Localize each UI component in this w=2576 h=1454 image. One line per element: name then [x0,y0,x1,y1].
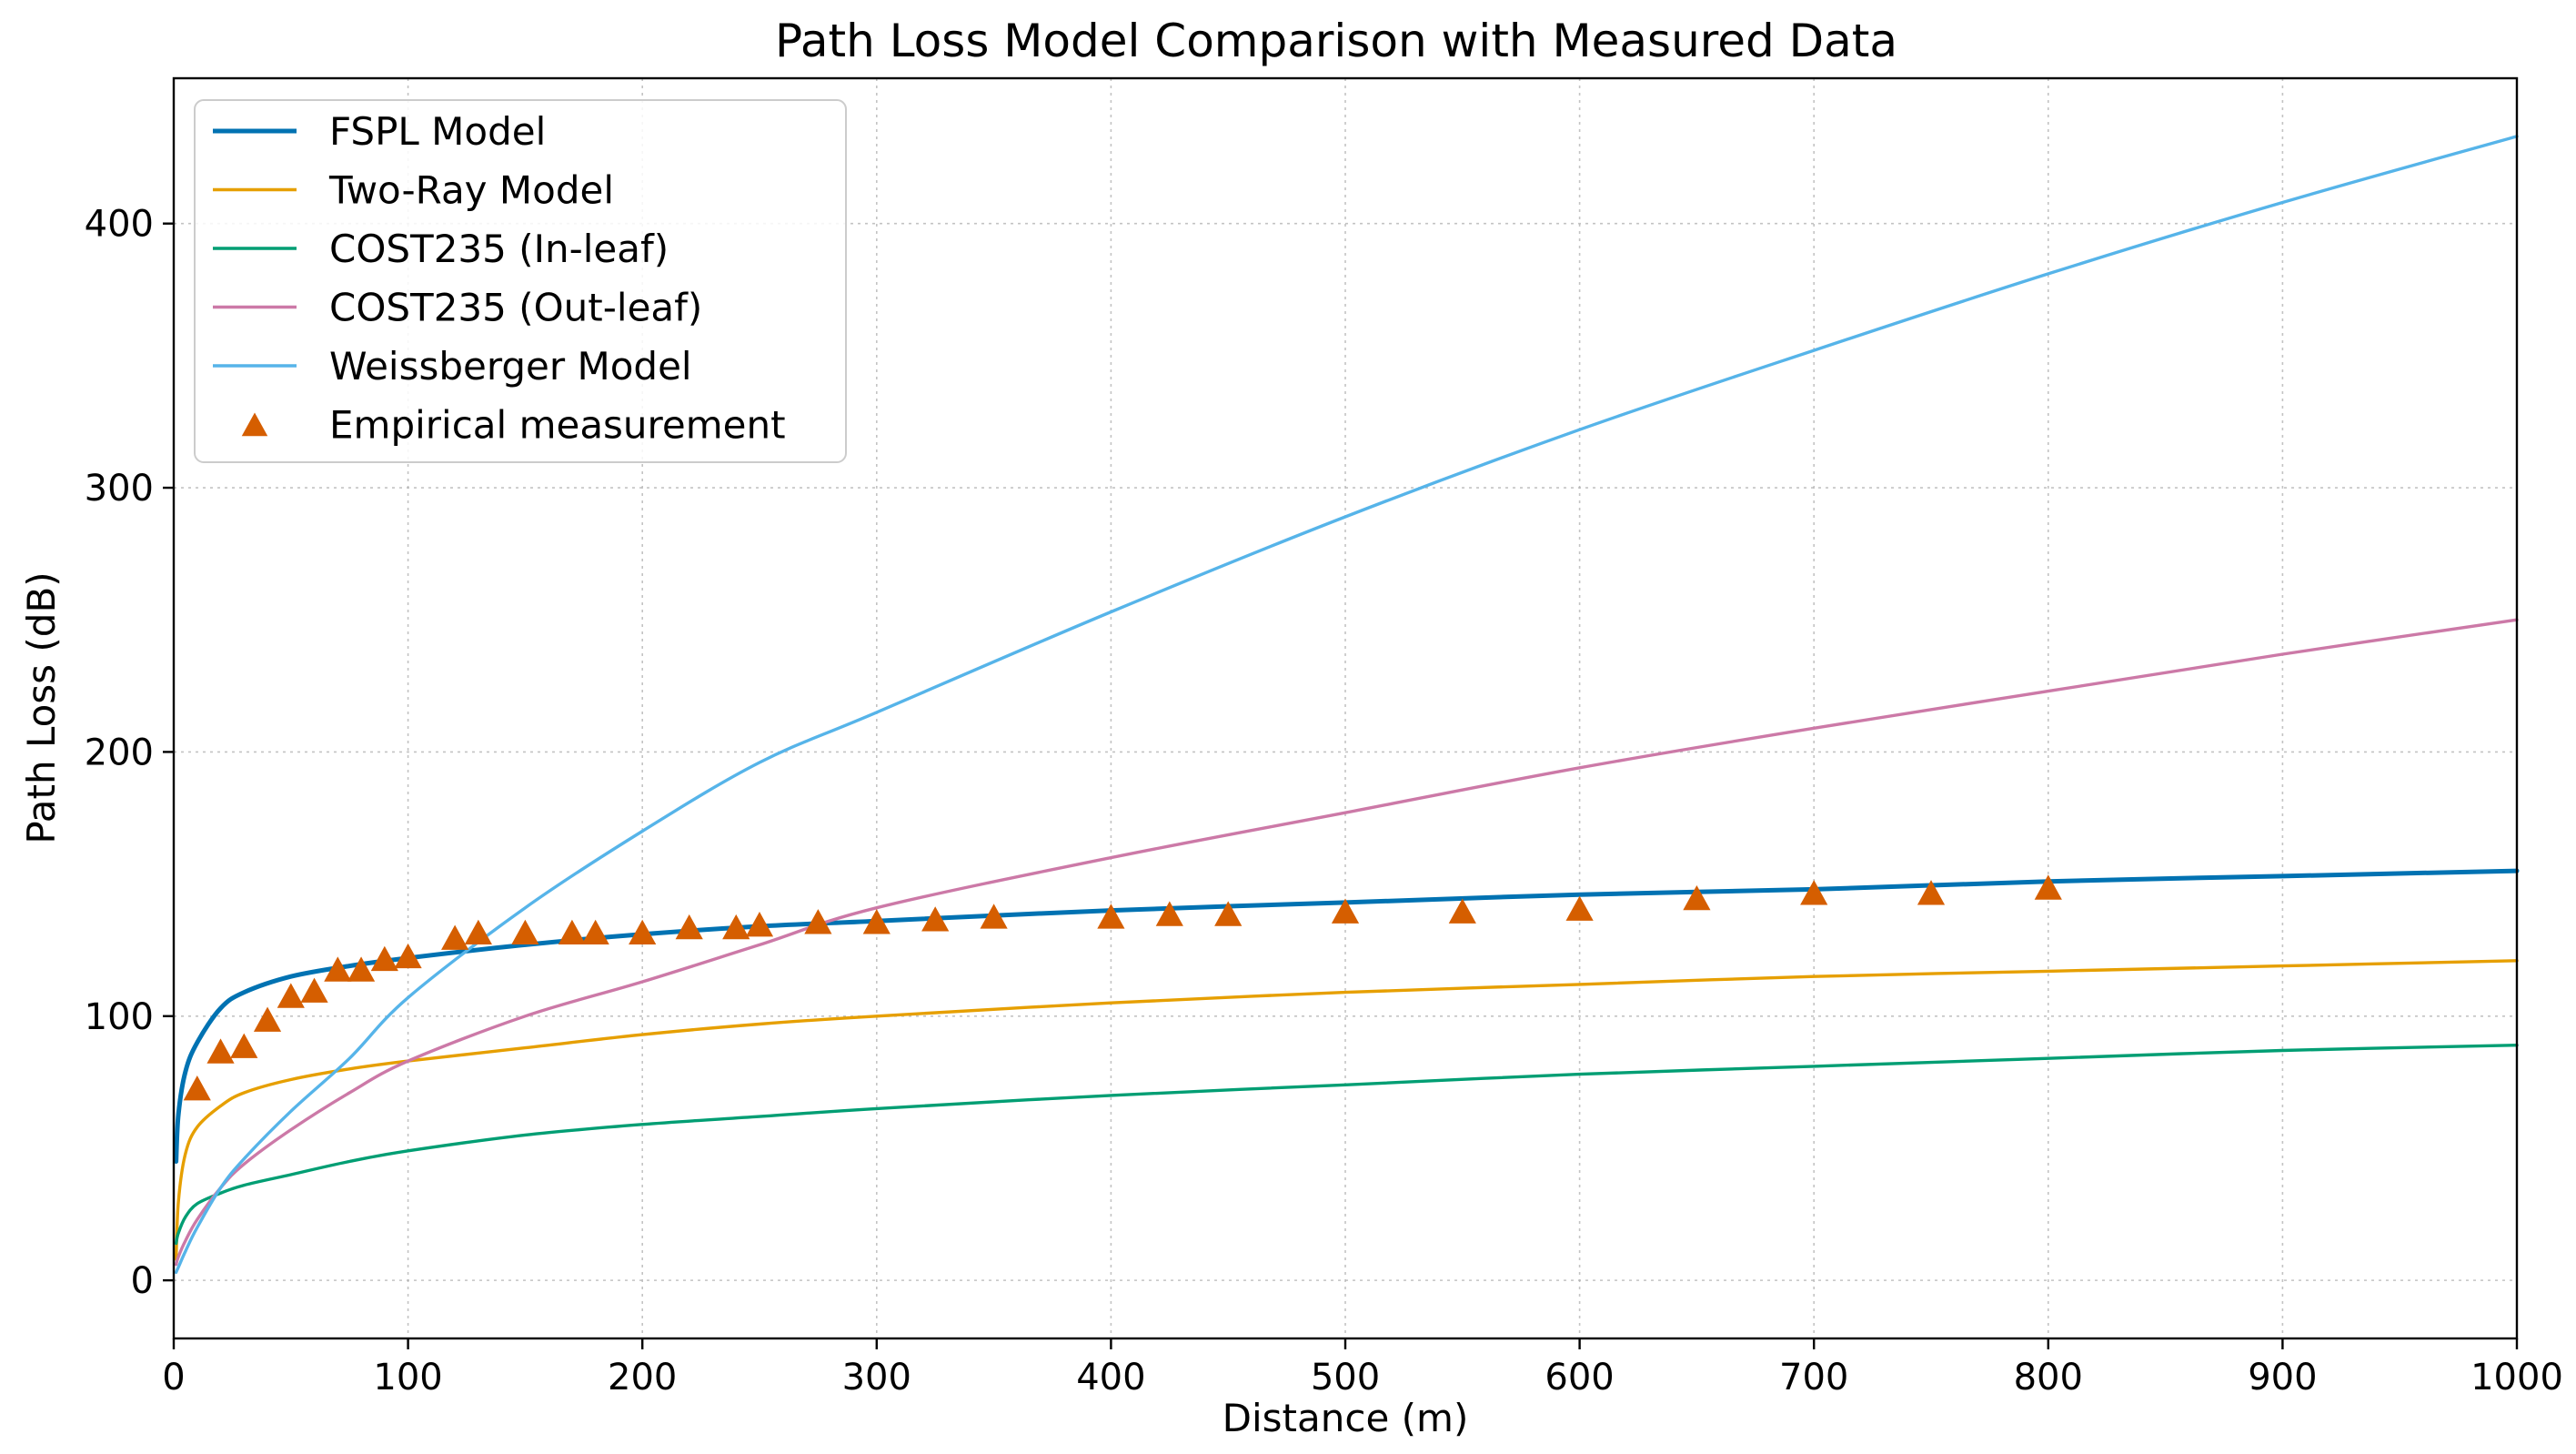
empirical-measurement-point [1214,901,1243,926]
legend-label-cost235-in-leaf: COST235 (In-leaf) [329,227,669,271]
x-tick-label: 500 [1311,1357,1380,1398]
empirical-measurement-point [324,956,352,982]
scatter-markers [183,874,2062,1101]
y-tick-label: 200 [85,732,154,773]
empirical-measurement-point [1448,898,1476,924]
legend-label-weissberger-model: Weissberger Model [329,344,692,389]
x-tick-label: 100 [373,1357,442,1398]
empirical-measurement-point [511,919,539,945]
empirical-measurement-point [370,945,398,972]
empirical-measurement-point [1917,880,1946,905]
legend-box [194,99,847,463]
x-tick-label: 900 [2248,1357,2317,1398]
legend-label-cost235-out-leaf: COST235 (Out-leaf) [329,286,702,330]
weissberger-model-line [174,135,2519,1275]
plot-series [174,135,2520,1275]
x-tick-label: 700 [1779,1357,1848,1398]
empirical-measurement-point [464,919,492,945]
empirical-measurement-point [206,1038,235,1064]
y-tick-label: 400 [85,204,154,246]
empirical-measurement-point [722,914,750,940]
chart-title: Path Loss Model Comparison with Measured… [775,15,1897,67]
x-tick-label: 1000 [2470,1357,2563,1398]
axis-ticks: 0 100 200 300 400 500 600 700 800 900 1000 0 100 200 3… [85,204,2563,1398]
x-tick-label: 400 [1076,1357,1145,1398]
x-axis-label: Distance (m) [1223,1396,1469,1440]
legend: FSPL Model Two-Ray Model COST235 (In-leaf)… [194,99,847,463]
y-tick-label: 0 [131,1260,154,1302]
fspl-model-line [174,868,2520,1164]
empirical-measurement-point [1155,901,1183,926]
empirical-measurement-point [745,912,774,937]
empirical-measurement-point [581,919,609,945]
empirical-measurement-point [629,919,657,945]
legend-label-empirical-measurement: Empirical measurement [329,403,786,448]
empirical-measurement-point [230,1033,258,1058]
two-ray-model-line [174,959,2519,1261]
x-tick-label: 300 [842,1357,911,1398]
x-tick-label: 0 [162,1357,185,1398]
cost235-in-leaf-line [174,1044,2519,1246]
empirical-measurement-point [183,1075,211,1101]
empirical-measurement-point [1565,895,1594,921]
empirical-measurement-point [277,983,305,1008]
empirical-measurement-point [300,977,328,1003]
empirical-measurement-point [675,914,703,940]
empirical-measurement-point [441,924,469,950]
legend-label-two-ray-model: Two-Ray Model [328,168,614,213]
empirical-measurement-point [253,1006,282,1032]
empirical-measurement-point [2034,874,2062,900]
empirical-measurement-point [862,909,891,934]
x-tick-label: 800 [2014,1357,2083,1398]
y-tick-label: 100 [85,996,154,1038]
empirical-measurement-point [1800,880,1828,905]
y-tick-label: 300 [85,468,154,510]
empirical-measurement-point [394,943,422,969]
empirical-measurement-point [980,904,1008,929]
y-axis-label: Path Loss (dB) [19,571,64,843]
empirical-measurement-point [1097,904,1125,929]
x-tick-label: 600 [1545,1357,1614,1398]
empirical-measurement-point [1683,884,1711,911]
x-tick-label: 200 [608,1357,677,1398]
empirical-measurement-point [921,906,950,932]
legend-swatch-empirical-measurement [241,412,268,437]
empirical-measurement-point [558,919,587,945]
empirical-measurement-point [347,956,376,982]
empirical-measurement-point [1331,898,1360,924]
empirical-measurement-point [804,909,832,934]
legend-label-fspl-model: FSPL Model [329,109,546,154]
